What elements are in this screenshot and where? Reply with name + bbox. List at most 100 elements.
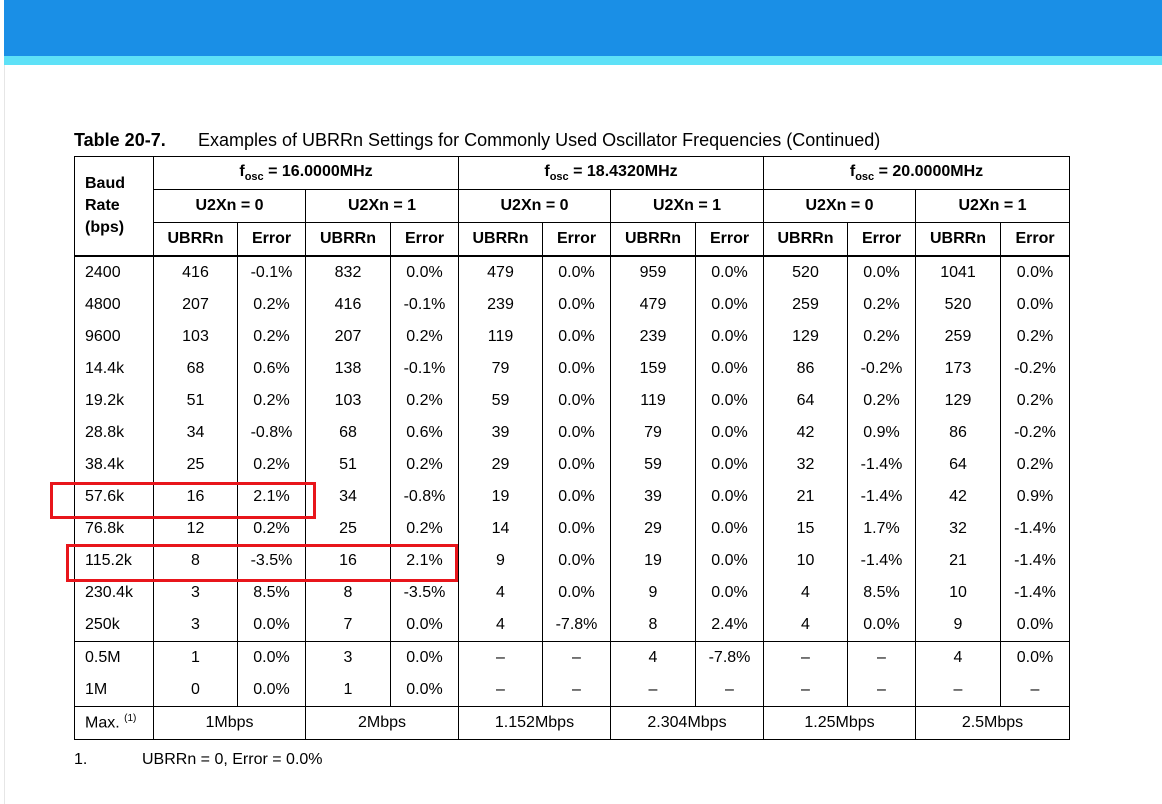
ubrr-value-cell: 479: [458, 256, 543, 289]
max-rate-value: 2.5Mbps: [915, 706, 1070, 740]
ubrr-value-cell: 119: [458, 321, 543, 353]
ubrr-value-cell: 4: [763, 577, 848, 609]
table-row: 76.8k 12 0.2% 25 0.2% 14 0.0% 29 0.0% 15 1.7% 32 -1.…: [74, 513, 1070, 545]
ubrr-value-cell: 29: [610, 513, 696, 545]
ubrr-value-cell: 34: [305, 481, 391, 513]
u2x-header: U2Xn = 0: [763, 189, 916, 223]
ubrr-value-cell: 39: [458, 417, 543, 449]
max-rate-value: 1Mbps: [153, 706, 306, 740]
error-value-cell: 2.4%: [695, 609, 764, 642]
ubrr-value-cell: 51: [153, 385, 238, 417]
error-value-cell: –: [847, 641, 916, 674]
error-value-cell: 0.0%: [695, 513, 764, 545]
ubrr-value-cell: –: [763, 674, 848, 707]
ubrr-value-cell: 10: [763, 545, 848, 577]
error-value-cell: 0.0%: [695, 321, 764, 353]
ubrr-value-cell: 19: [458, 481, 543, 513]
ubrr-value-cell: 9: [610, 577, 696, 609]
table-row: 38.4k 25 0.2% 51 0.2% 29 0.0% 59 0.0% 32 -1.4% 64 0.…: [74, 449, 1070, 481]
ubrr-value-cell: 34: [153, 417, 238, 449]
ubrr-value-cell: 64: [763, 385, 848, 417]
ubrr-value-cell: 21: [915, 545, 1001, 577]
error-value-cell: 0.2%: [237, 449, 306, 481]
error-value-cell: -0.8%: [390, 481, 459, 513]
error-value-cell: -0.1%: [390, 353, 459, 385]
error-value-cell: -0.2%: [1000, 417, 1070, 449]
error-value-cell: 0.0%: [542, 449, 611, 481]
error-value-cell: 0.0%: [542, 353, 611, 385]
u2x-header: U2Xn = 1: [305, 189, 459, 223]
baud-rate-header: Baud Rate (bps): [74, 156, 154, 257]
max-rate-value: 1.25Mbps: [763, 706, 916, 740]
u2x-header: U2Xn = 0: [153, 189, 306, 223]
baud-rate-cell: 0.5M: [74, 641, 154, 674]
error-value-cell: 0.0%: [542, 256, 611, 289]
error-value-cell: -7.8%: [695, 641, 764, 674]
ubrr-value-cell: 3: [305, 641, 391, 674]
error-value-cell: 0.9%: [847, 417, 916, 449]
ubrr-value-cell: 32: [763, 449, 848, 481]
ubrr-value-cell: 173: [915, 353, 1001, 385]
table-row: 115.2k 8 -3.5% 16 2.1% 9 0.0% 19 0.0% 10 -1.4% 21 -1…: [74, 545, 1070, 577]
ubrr-value-cell: 103: [305, 385, 391, 417]
error-column-header: Error: [1000, 222, 1070, 257]
ubrr-value-cell: 138: [305, 353, 391, 385]
max-rate-value: 2Mbps: [305, 706, 459, 740]
top-banner-accent: [4, 56, 1162, 65]
error-value-cell: 0.2%: [390, 385, 459, 417]
error-value-cell: 0.2%: [1000, 385, 1070, 417]
error-column-header: Error: [695, 222, 764, 257]
max-rate-label: Max. (1): [74, 706, 154, 740]
baud-rate-cell: 4800: [74, 289, 154, 321]
table-row: 57.6k 16 2.1% 34 -0.8% 19 0.0% 39 0.0% 21 -1.4% 42 0…: [74, 481, 1070, 513]
ubrr-value-cell: 7: [305, 609, 391, 642]
error-value-cell: 0.0%: [542, 289, 611, 321]
ubrr-value-cell: 4: [763, 609, 848, 642]
error-value-cell: 0.0%: [847, 256, 916, 289]
ubrr-value-cell: 520: [915, 289, 1001, 321]
ubrr-value-cell: 3: [153, 609, 238, 642]
error-value-cell: 0.0%: [542, 545, 611, 577]
error-value-cell: 0.0%: [542, 577, 611, 609]
u2x-header: U2Xn = 1: [610, 189, 764, 223]
page-left-edge: [4, 65, 5, 804]
error-value-cell: 0.0%: [542, 417, 611, 449]
ubrr-value-cell: 16: [153, 481, 238, 513]
error-value-cell: 0.0%: [847, 609, 916, 642]
error-column-header: Error: [847, 222, 916, 257]
ubrr-value-cell: 32: [915, 513, 1001, 545]
error-value-cell: 0.0%: [695, 481, 764, 513]
ubrr-value-cell: 68: [153, 353, 238, 385]
baud-rate-cell: 250k: [74, 609, 154, 642]
footnote-text: UBRRn = 0, Error = 0.0%: [142, 751, 323, 768]
ubrr-value-cell: 64: [915, 449, 1001, 481]
max-rate-value: 2.304Mbps: [610, 706, 764, 740]
error-value-cell: -0.2%: [1000, 353, 1070, 385]
table-row: 9600 103 0.2% 207 0.2% 119 0.0% 239 0.0% 129 0.2% 2…: [74, 321, 1070, 353]
ubrr-settings-table: Baud Rate (bps) fosc = 16.0000MHz fosc = 1…: [74, 156, 1070, 740]
baud-rate-cell: 2400: [74, 256, 154, 289]
table-row: 19.2k 51 0.2% 103 0.2% 59 0.0% 119 0.0% 64 0.2% 129…: [74, 385, 1070, 417]
error-value-cell: 0.6%: [237, 353, 306, 385]
ubrr-column-header: UBRRn: [915, 222, 1001, 257]
error-value-cell: -3.5%: [390, 577, 459, 609]
ubrr-value-cell: 8: [153, 545, 238, 577]
u2x-header: U2Xn = 1: [915, 189, 1070, 223]
error-value-cell: -1.4%: [847, 545, 916, 577]
error-value-cell: 8.5%: [847, 577, 916, 609]
table-row: 0.5M 1 0.0% 3 0.0% – –4 -7.8% – –4 0.0%: [74, 641, 1070, 674]
table-caption: Table 20-7. Examples of UBRRn Settings fo…: [74, 130, 880, 151]
table-row: 28.8k 34 -0.8% 68 0.6% 39 0.0% 79 0.0% 42 0.9% 86 -0…: [74, 417, 1070, 449]
ubrr-value-cell: 9: [915, 609, 1001, 642]
ubrr-column-header: UBRRn: [458, 222, 543, 257]
error-value-cell: 0.0%: [1000, 609, 1070, 642]
ubrr-value-cell: 59: [610, 449, 696, 481]
error-value-cell: 0.0%: [237, 641, 306, 674]
ubrr-value-cell: 159: [610, 353, 696, 385]
ubrr-value-cell: 959: [610, 256, 696, 289]
ubrr-value-cell: 479: [610, 289, 696, 321]
table-row: 2400 416 -0.1% 832 0.0% 479 0.0% 959 0.0% 520 0.0%…: [74, 256, 1070, 289]
osc-header-18mhz: fosc = 18.4320MHz: [458, 156, 764, 190]
error-value-cell: 0.2%: [847, 385, 916, 417]
ubrr-value-cell: 86: [763, 353, 848, 385]
